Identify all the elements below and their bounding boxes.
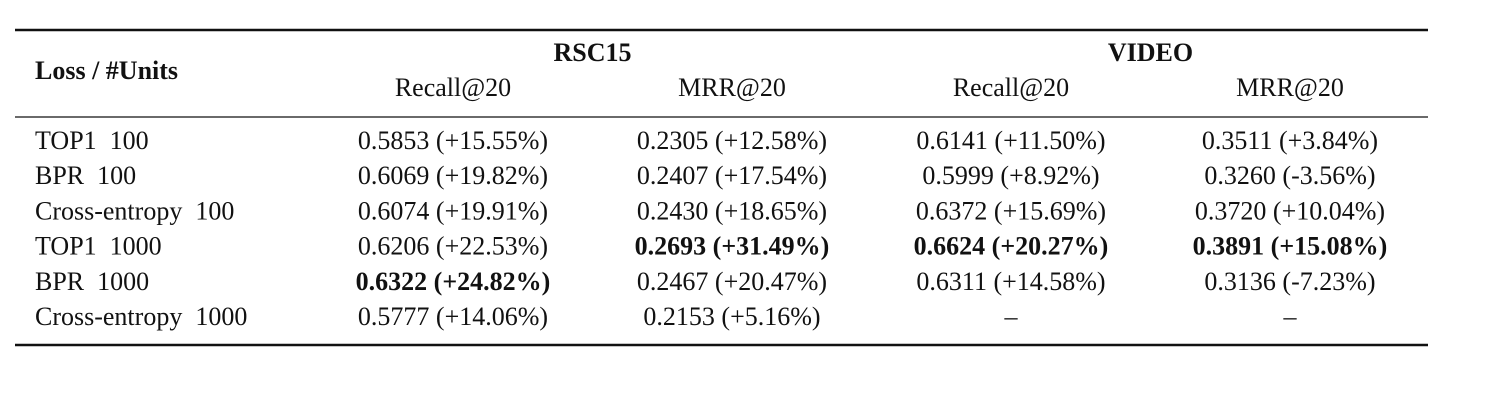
cell: 0.6372 (+15.69%) [916, 196, 1106, 225]
column-header: Recall@20 [953, 73, 1069, 102]
cell: 0.5853 (+15.55%) [358, 126, 548, 155]
cell: 0.3136 (-7.23%) [1204, 267, 1375, 296]
row-header: Loss / #Units [35, 56, 178, 85]
row-label: TOP1 1000 [35, 232, 162, 261]
row-label: Cross-entropy 1000 [35, 302, 247, 331]
cell: 0.6311 (+14.58%) [916, 267, 1105, 296]
cell: 0.2305 (+12.58%) [637, 126, 827, 155]
cell: – [1004, 302, 1019, 331]
row-label: TOP1 100 [35, 126, 149, 155]
group-header: VIDEO [1108, 38, 1193, 67]
group-header: RSC15 [553, 38, 631, 67]
cell: 0.2693 (+31.49%) [635, 232, 830, 261]
cell: 0.6322 (+24.82%) [356, 267, 551, 296]
cell: 0.6074 (+19.91%) [358, 196, 548, 225]
cell: 0.3720 (+10.04%) [1195, 196, 1385, 225]
row-label: Cross-entropy 100 [35, 196, 234, 225]
cell: 0.2153 (+5.16%) [643, 302, 820, 331]
cell: 0.3260 (-3.56%) [1204, 161, 1375, 190]
cell: 0.3891 (+15.08%) [1193, 232, 1388, 261]
cell: 0.5777 (+14.06%) [358, 302, 548, 331]
cell: 0.2407 (+17.54%) [637, 161, 827, 190]
column-header: Recall@20 [395, 73, 511, 102]
cell: 0.2467 (+20.47%) [637, 267, 827, 296]
row-label: BPR 100 [35, 161, 136, 190]
column-header: MRR@20 [678, 73, 786, 102]
cell: 0.5999 (+8.92%) [922, 161, 1099, 190]
cell: 0.6069 (+19.82%) [358, 161, 548, 190]
cell: 0.6624 (+20.27%) [914, 232, 1109, 261]
cell: – [1283, 302, 1298, 331]
column-header: MRR@20 [1236, 73, 1344, 102]
row-label: BPR 1000 [35, 267, 149, 296]
cell: 0.6206 (+22.53%) [358, 232, 548, 261]
cell: 0.2430 (+18.65%) [637, 196, 827, 225]
cell: 0.3511 (+3.84%) [1202, 126, 1378, 155]
cell: 0.6141 (+11.50%) [916, 126, 1105, 155]
